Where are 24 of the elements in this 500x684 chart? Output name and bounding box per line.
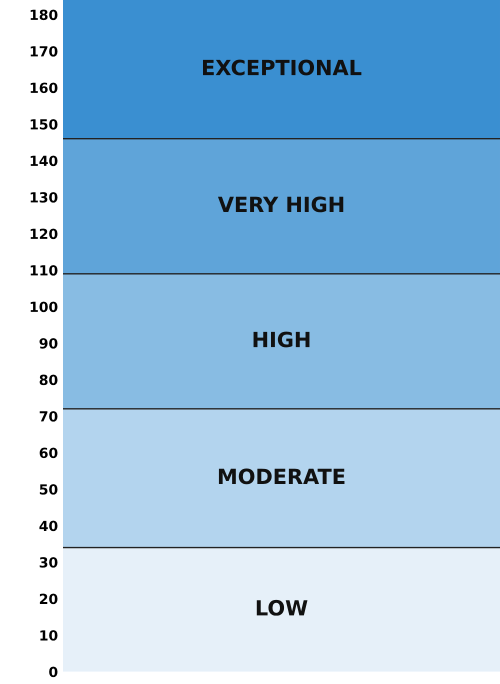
y-tick-label: 180	[30, 10, 58, 20]
y-tick-label: 170	[30, 46, 58, 57]
y-tick-label: 160	[30, 82, 58, 94]
y-tick-label: 110	[30, 265, 58, 276]
y-tick-label: 100	[30, 302, 58, 312]
y-tick-label: 0	[49, 666, 58, 678]
series-label: MODERATE	[218, 468, 344, 484]
y-tick-label: 130	[30, 192, 58, 203]
y-tick-label: 30	[40, 557, 58, 568]
y-tick-label: 150	[30, 119, 58, 130]
y-tick-label: 80	[40, 374, 58, 386]
series-label: EXCEPTIONAL	[202, 60, 362, 76]
series-label: LOW	[256, 600, 308, 616]
y-tick-label: 70	[40, 411, 58, 422]
y-tick-label: 60	[40, 448, 58, 458]
y-tick-label: 50	[40, 484, 58, 495]
y-tick-label: 10	[40, 630, 58, 641]
y-tick-label: 120	[30, 228, 58, 240]
y-tick-label: 40	[39, 520, 58, 532]
y-tick-label: 90	[40, 338, 58, 349]
series-label: VERY HIGH	[218, 196, 344, 212]
y-tick-label: 140	[30, 156, 58, 166]
y-tick-label: 20	[40, 594, 58, 604]
series-label: HIGH	[254, 332, 310, 348]
